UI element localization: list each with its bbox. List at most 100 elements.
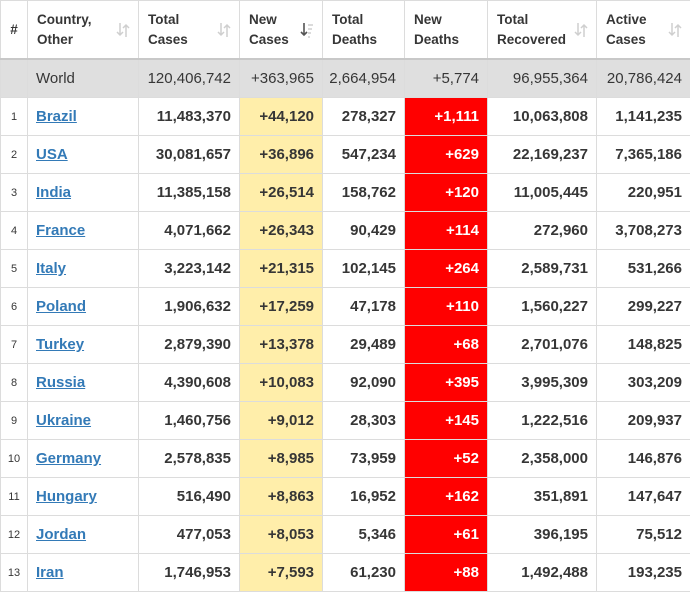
- total-recovered-cell: 2,589,731: [488, 250, 597, 288]
- row-index: 8: [1, 364, 28, 402]
- country-link[interactable]: Germany: [36, 450, 101, 467]
- country-link[interactable]: Jordan: [36, 526, 86, 543]
- country-link[interactable]: Italy: [36, 260, 66, 277]
- header-index: #: [1, 1, 28, 60]
- row-index: 13: [1, 554, 28, 592]
- world-total-deaths: 2,664,954: [323, 59, 405, 98]
- total-cases-cell: 516,490: [139, 478, 240, 516]
- new-deaths-cell: +162: [405, 478, 488, 516]
- total-cases-cell: 30,081,657: [139, 136, 240, 174]
- world-total-cases: 120,406,742: [139, 59, 240, 98]
- sort-arrows-icon[interactable]: [116, 22, 130, 38]
- total-deaths-cell: 547,234: [323, 136, 405, 174]
- new-cases-cell: +21,315: [240, 250, 323, 288]
- total-cases-cell: 1,906,632: [139, 288, 240, 326]
- sort-descending-icon[interactable]: [300, 22, 314, 38]
- new-deaths-cell: +629: [405, 136, 488, 174]
- new-deaths-cell: +61: [405, 516, 488, 554]
- total-recovered-cell: 396,195: [488, 516, 597, 554]
- row-index: 1: [1, 98, 28, 136]
- active-cases-cell: 146,876: [597, 440, 690, 478]
- total-cases-cell: 11,385,158: [139, 174, 240, 212]
- country-cell: Poland: [28, 288, 139, 326]
- country-cell: Germany: [28, 440, 139, 478]
- total-cases-cell: 3,223,142: [139, 250, 240, 288]
- country-link[interactable]: Turkey: [36, 336, 84, 353]
- world-active-cases: 20,786,424: [597, 59, 690, 98]
- new-cases-cell: +8,053: [240, 516, 323, 554]
- row-index: 9: [1, 402, 28, 440]
- sort-arrows-icon[interactable]: [574, 22, 588, 38]
- total-recovered-cell: 272,960: [488, 212, 597, 250]
- total-cases-cell: 4,071,662: [139, 212, 240, 250]
- sort-arrows-icon[interactable]: [668, 22, 682, 38]
- country-cell: Brazil: [28, 98, 139, 136]
- country-cell: Turkey: [28, 326, 139, 364]
- country-link[interactable]: Ukraine: [36, 412, 91, 429]
- country-link[interactable]: Russia: [36, 374, 85, 391]
- sort-arrows-icon[interactable]: [217, 22, 231, 38]
- active-cases-cell: 3,708,273: [597, 212, 690, 250]
- total-deaths-cell: 158,762: [323, 174, 405, 212]
- country-link[interactable]: Iran: [36, 564, 64, 581]
- country-link[interactable]: Brazil: [36, 108, 77, 125]
- row-index: 5: [1, 250, 28, 288]
- total-recovered-cell: 2,358,000: [488, 440, 597, 478]
- total-recovered-cell: 11,005,445: [488, 174, 597, 212]
- total-cases-cell: 1,460,756: [139, 402, 240, 440]
- country-cell: Russia: [28, 364, 139, 402]
- new-deaths-cell: +120: [405, 174, 488, 212]
- active-cases-cell: 220,951: [597, 174, 690, 212]
- country-cell: Italy: [28, 250, 139, 288]
- row-index: 7: [1, 326, 28, 364]
- country-cell: Ukraine: [28, 402, 139, 440]
- active-cases-cell: 303,209: [597, 364, 690, 402]
- total-cases-cell: 477,053: [139, 516, 240, 554]
- country-cell: France: [28, 212, 139, 250]
- header-country[interactable]: Country,Other: [28, 1, 139, 60]
- total-cases-cell: 11,483,370: [139, 98, 240, 136]
- total-deaths-cell: 47,178: [323, 288, 405, 326]
- new-cases-cell: +8,985: [240, 440, 323, 478]
- country-link[interactable]: India: [36, 184, 71, 201]
- active-cases-cell: 148,825: [597, 326, 690, 364]
- total-deaths-cell: 90,429: [323, 212, 405, 250]
- new-deaths-cell: +114: [405, 212, 488, 250]
- new-cases-cell: +13,378: [240, 326, 323, 364]
- total-cases-cell: 2,879,390: [139, 326, 240, 364]
- total-cases-cell: 1,746,953: [139, 554, 240, 592]
- total-cases-cell: 2,578,835: [139, 440, 240, 478]
- new-cases-cell: +26,514: [240, 174, 323, 212]
- new-cases-cell: +8,863: [240, 478, 323, 516]
- country-link[interactable]: Poland: [36, 298, 86, 315]
- country-cell: Jordan: [28, 516, 139, 554]
- total-recovered-cell: 1,560,227: [488, 288, 597, 326]
- new-deaths-cell: +1,111: [405, 98, 488, 136]
- total-deaths-cell: 102,145: [323, 250, 405, 288]
- active-cases-cell: 531,266: [597, 250, 690, 288]
- new-deaths-cell: +145: [405, 402, 488, 440]
- world-total-row: World 120,406,742 +363,965 2,664,954 +5,…: [1, 59, 690, 98]
- country-link[interactable]: Hungary: [36, 488, 97, 505]
- country-link[interactable]: USA: [36, 146, 68, 163]
- country-link[interactable]: France: [36, 222, 85, 239]
- new-deaths-cell: +395: [405, 364, 488, 402]
- total-deaths-cell: 73,959: [323, 440, 405, 478]
- active-cases-cell: 75,512: [597, 516, 690, 554]
- world-index-cell: [1, 59, 28, 98]
- country-cell: USA: [28, 136, 139, 174]
